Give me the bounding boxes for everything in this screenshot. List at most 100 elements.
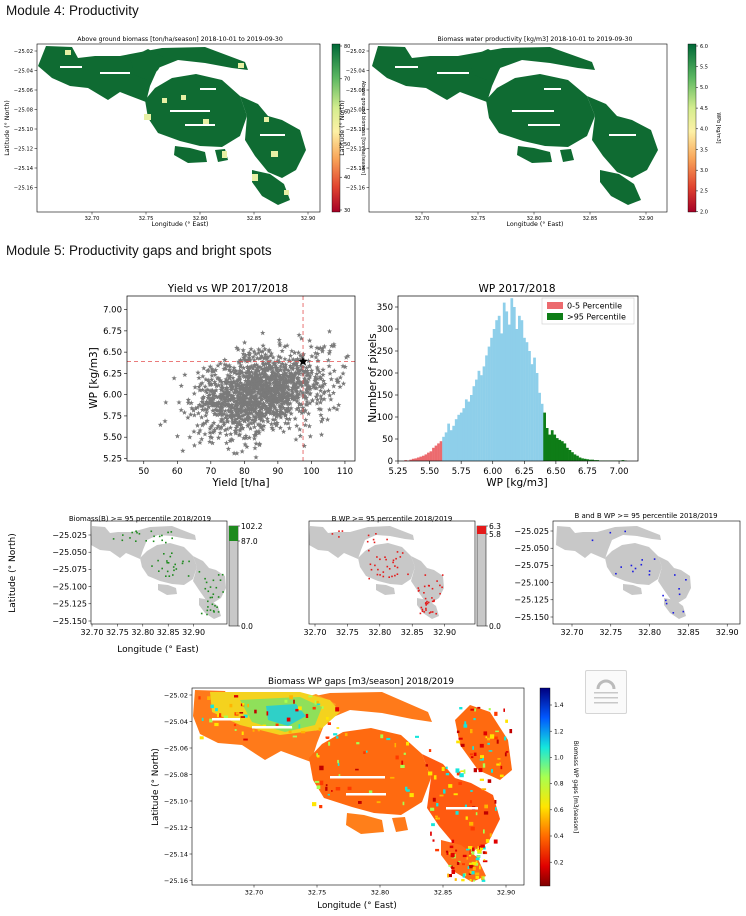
scatter-point — [301, 393, 307, 399]
bwp-cb-tick-label: 3.5 — [700, 147, 708, 153]
scatter-point — [275, 398, 281, 404]
scatter-point — [208, 388, 214, 393]
gap-pixel — [321, 706, 324, 709]
scatter-point — [193, 405, 199, 411]
scatter-point — [307, 373, 313, 379]
hotspot-pixel — [394, 565, 396, 567]
scatter-point — [243, 398, 249, 404]
scatter-point — [342, 364, 348, 370]
brightwp-x-tick-label: 32.90 — [433, 628, 456, 637]
gap-pixel — [316, 703, 321, 706]
scatter-point — [274, 383, 280, 389]
gap-pixel — [331, 790, 333, 792]
gap-pixel — [337, 759, 339, 764]
hotspot-pixel — [211, 603, 214, 606]
scatter-point — [226, 367, 232, 373]
scatter-point — [252, 418, 258, 424]
scatter-point — [296, 401, 302, 407]
scatter-point — [306, 423, 313, 429]
scatter-point — [255, 411, 261, 417]
gap-pixel — [473, 752, 477, 756]
scatter-point — [255, 375, 262, 381]
brightwp-cb-tick-label: 0.0 — [489, 622, 501, 631]
agb-y-tick-label: −25.08 — [14, 107, 33, 113]
scatter-point — [200, 421, 206, 426]
hotspot-pixel — [439, 584, 441, 587]
gap-pixel — [275, 723, 279, 727]
scatter-point — [211, 391, 217, 397]
scatter-point — [251, 432, 258, 438]
scatter-point — [284, 416, 290, 422]
scatter-point — [233, 389, 239, 395]
gap-pixel — [488, 708, 491, 711]
scatter-point — [290, 364, 296, 370]
scatter-point — [214, 400, 220, 406]
scatter-point — [277, 409, 283, 415]
hotspot-pixel — [377, 568, 379, 571]
scatter-point — [253, 440, 259, 446]
scatter-point — [272, 416, 278, 422]
bwp-gaps — [395, 66, 636, 136]
scatter-point — [246, 373, 252, 379]
scatter-point — [266, 380, 272, 386]
gap-pixel — [472, 746, 474, 750]
gap-pixel — [217, 713, 219, 718]
embedded-document-icon[interactable] — [585, 670, 627, 714]
scatter-point — [238, 425, 244, 431]
scatter-point — [314, 371, 320, 377]
scatter-point — [252, 370, 258, 376]
hist-bar — [434, 445, 438, 461]
scatter-point — [191, 428, 197, 434]
scatter-point — [303, 365, 310, 371]
hotspot-pixel — [366, 540, 369, 543]
scatter-point — [232, 406, 238, 412]
scatter-point — [264, 376, 271, 382]
scatter-point — [217, 430, 223, 436]
gap-pixel — [432, 839, 435, 842]
hotspot-pixel — [620, 566, 622, 568]
scatter-point — [277, 404, 284, 410]
scatter-point — [288, 405, 294, 411]
gap-pixel — [298, 724, 301, 729]
scatter-point — [330, 390, 337, 396]
scatter-point — [185, 400, 192, 406]
gap-pixel — [305, 713, 309, 718]
gap-pixel — [409, 793, 414, 798]
gap-pixel — [451, 869, 456, 874]
hist-bar — [588, 459, 592, 461]
scatter-point — [206, 399, 213, 405]
agb-cb-tick-label: 50 — [344, 142, 350, 148]
scatter-point — [202, 383, 208, 389]
scatter-point — [285, 401, 292, 407]
scatter-point — [251, 375, 258, 381]
scatter-point — [259, 406, 265, 412]
gap-pixel — [478, 768, 483, 773]
scatter-point — [228, 411, 234, 417]
scatter-point — [247, 365, 253, 371]
scatter-point — [303, 401, 309, 407]
gap-pixel — [481, 879, 486, 882]
scatter-point — [212, 389, 218, 395]
gap-pixel — [337, 762, 340, 766]
gap-pixel — [215, 708, 218, 712]
hist-bar — [442, 436, 445, 461]
scatter-point — [262, 368, 268, 374]
gap-pixel — [257, 729, 261, 732]
scatter-point — [318, 412, 324, 418]
gap-pixel — [445, 773, 450, 776]
scatter-point — [219, 382, 225, 388]
scatter-point — [234, 403, 240, 409]
scatter-point — [225, 403, 231, 409]
scatter-point — [211, 420, 217, 426]
scatter-point — [271, 378, 278, 384]
scatter-point — [228, 405, 234, 411]
hotspot-pixel — [685, 579, 687, 581]
hotspot-pixel — [392, 559, 395, 562]
scatter-point — [314, 345, 320, 351]
scatter-point — [215, 435, 222, 441]
agb-cb-tick-label: 30 — [344, 208, 350, 214]
scatter-point — [326, 328, 333, 334]
gaps-white-lanes — [212, 718, 478, 810]
brightboth-y-tick-label: −25.050 — [514, 544, 549, 553]
scatter-point — [258, 424, 264, 430]
